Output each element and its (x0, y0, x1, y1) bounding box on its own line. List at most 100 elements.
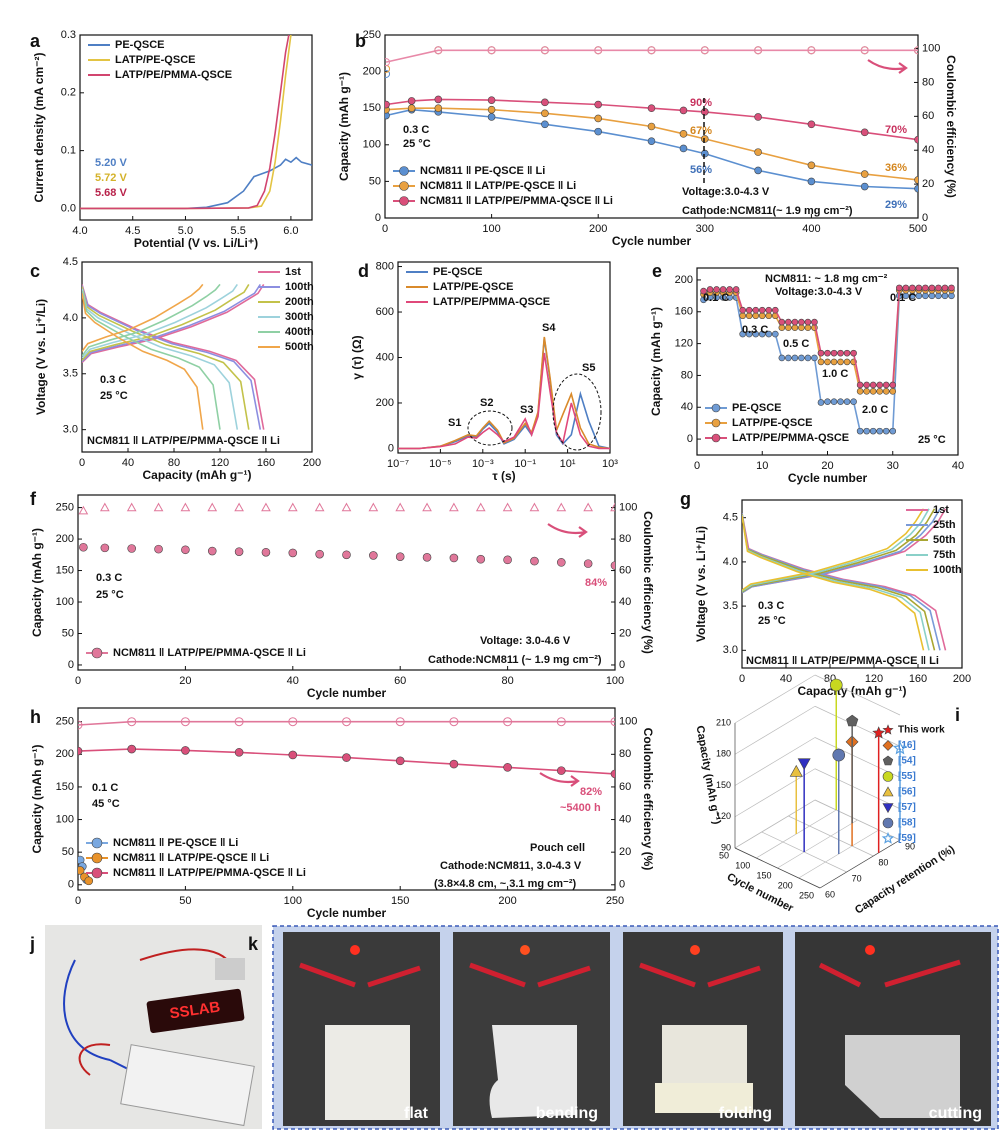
annotation: S4 (542, 322, 556, 334)
x-axis-label: Capacity (mAh g⁻¹) (142, 468, 251, 482)
marker (804, 324, 812, 331)
marker (127, 744, 136, 754)
legend-label: NCM811 ‖ PE-QSCE ‖ Li (420, 165, 545, 177)
marker (922, 284, 929, 292)
marker (594, 100, 603, 109)
marker (846, 714, 859, 727)
marker (91, 867, 103, 879)
marker (679, 106, 688, 115)
legend-label: [16] (898, 740, 916, 751)
leads (299, 959, 961, 988)
marker (882, 388, 890, 395)
marker (811, 354, 818, 362)
y-tick-label: 150 (363, 102, 381, 114)
marker (789, 764, 803, 777)
marker (830, 398, 838, 405)
axis-line (819, 839, 901, 889)
marker (556, 717, 566, 727)
annotation: 67% (690, 125, 712, 137)
marker (758, 330, 766, 338)
marker (804, 354, 812, 362)
y2-tick-label: 0 (619, 659, 625, 671)
y-tick-label: 0 (68, 659, 74, 671)
marker (869, 381, 877, 389)
x-tick-label: 10⁻¹ (514, 458, 536, 470)
legend-label: NCM811 ‖ PE-QSCE ‖ Li (113, 837, 238, 849)
marker (341, 502, 352, 512)
y-tick-label: 4.0 (723, 556, 738, 568)
pouch-cell (120, 1044, 255, 1127)
marker (889, 388, 897, 395)
led-panel (146, 988, 245, 1033)
grid-line (734, 705, 816, 755)
annotation: 0.3 C (758, 600, 784, 612)
marker (869, 388, 877, 395)
y2-tick-label: 0 (922, 212, 928, 224)
marker (837, 349, 844, 357)
panel-label: c (30, 261, 40, 281)
series-line (82, 283, 204, 430)
plot-frame (79, 34, 313, 221)
annotation: 0.5 C (783, 338, 809, 350)
x-tick-label: 40 (287, 675, 299, 687)
y-tick-label: 70 (852, 873, 862, 883)
annotation: 0.3 C (742, 324, 768, 336)
y-tick-label: 100 (56, 596, 74, 608)
marker (745, 330, 753, 338)
x-tick-label: 10⁻³ (472, 458, 494, 470)
annotation: NCM811 ‖ LATP/PE/PMMA-QSCE ‖ Li (87, 435, 280, 447)
marker (876, 381, 884, 389)
legend-label: NCM811 ‖ LATP/PE-QSCE ‖ Li (113, 852, 269, 864)
legend-label: 100th (285, 281, 314, 293)
marker (892, 740, 908, 755)
legend-label: LATP/PE-QSCE (433, 281, 513, 293)
legend-label: 75th (933, 549, 956, 561)
marker (449, 717, 459, 727)
marker (395, 717, 405, 727)
marker (882, 381, 890, 389)
marker (785, 354, 792, 362)
marker (422, 502, 432, 512)
marker (711, 418, 721, 428)
x-tick-label: 300 (696, 223, 714, 235)
x-tick-label: 10⁻⁷ (387, 458, 409, 470)
series-line (398, 352, 610, 450)
marker (882, 786, 894, 797)
marker (503, 763, 512, 772)
marker (850, 398, 857, 405)
x-tick-label: 0 (694, 460, 700, 472)
marker (78, 505, 89, 515)
marker (449, 553, 459, 563)
y-tick-label: 150 (56, 781, 74, 793)
marker (830, 358, 838, 366)
marker (78, 746, 83, 756)
series-layer (78, 502, 615, 570)
marker (679, 144, 688, 153)
y2-tick-label: 20 (619, 846, 631, 858)
x-tick-label: 4.5 (125, 225, 140, 237)
y-tick-label: 60 (825, 889, 835, 899)
x-axis-label: Cycle number (307, 906, 387, 920)
x-axis-label: Cycle number (612, 234, 692, 248)
marker (843, 398, 851, 405)
pouch (325, 1025, 410, 1120)
pouch-fold (655, 1083, 753, 1113)
marker (315, 549, 324, 559)
pouch (489, 1025, 577, 1118)
marker (594, 127, 603, 136)
marker (909, 284, 916, 292)
x-axis-label: Cycle number (307, 686, 387, 700)
z-tick-label: 150 (716, 780, 731, 790)
x-tick-label: 5.5 (231, 225, 246, 237)
annotation: (3.8×4.8 cm, ~ 3.1 mg cm⁻²) (434, 878, 576, 890)
panel-label: e (652, 261, 662, 281)
marker (860, 170, 869, 178)
marker (817, 349, 825, 357)
marker (475, 502, 486, 512)
highlight (552, 373, 602, 451)
marker (935, 292, 942, 300)
x-tick-label: 10¹ (560, 458, 576, 470)
x-tick-label: 100 (606, 675, 624, 687)
annotation: 25 °C (918, 434, 946, 446)
